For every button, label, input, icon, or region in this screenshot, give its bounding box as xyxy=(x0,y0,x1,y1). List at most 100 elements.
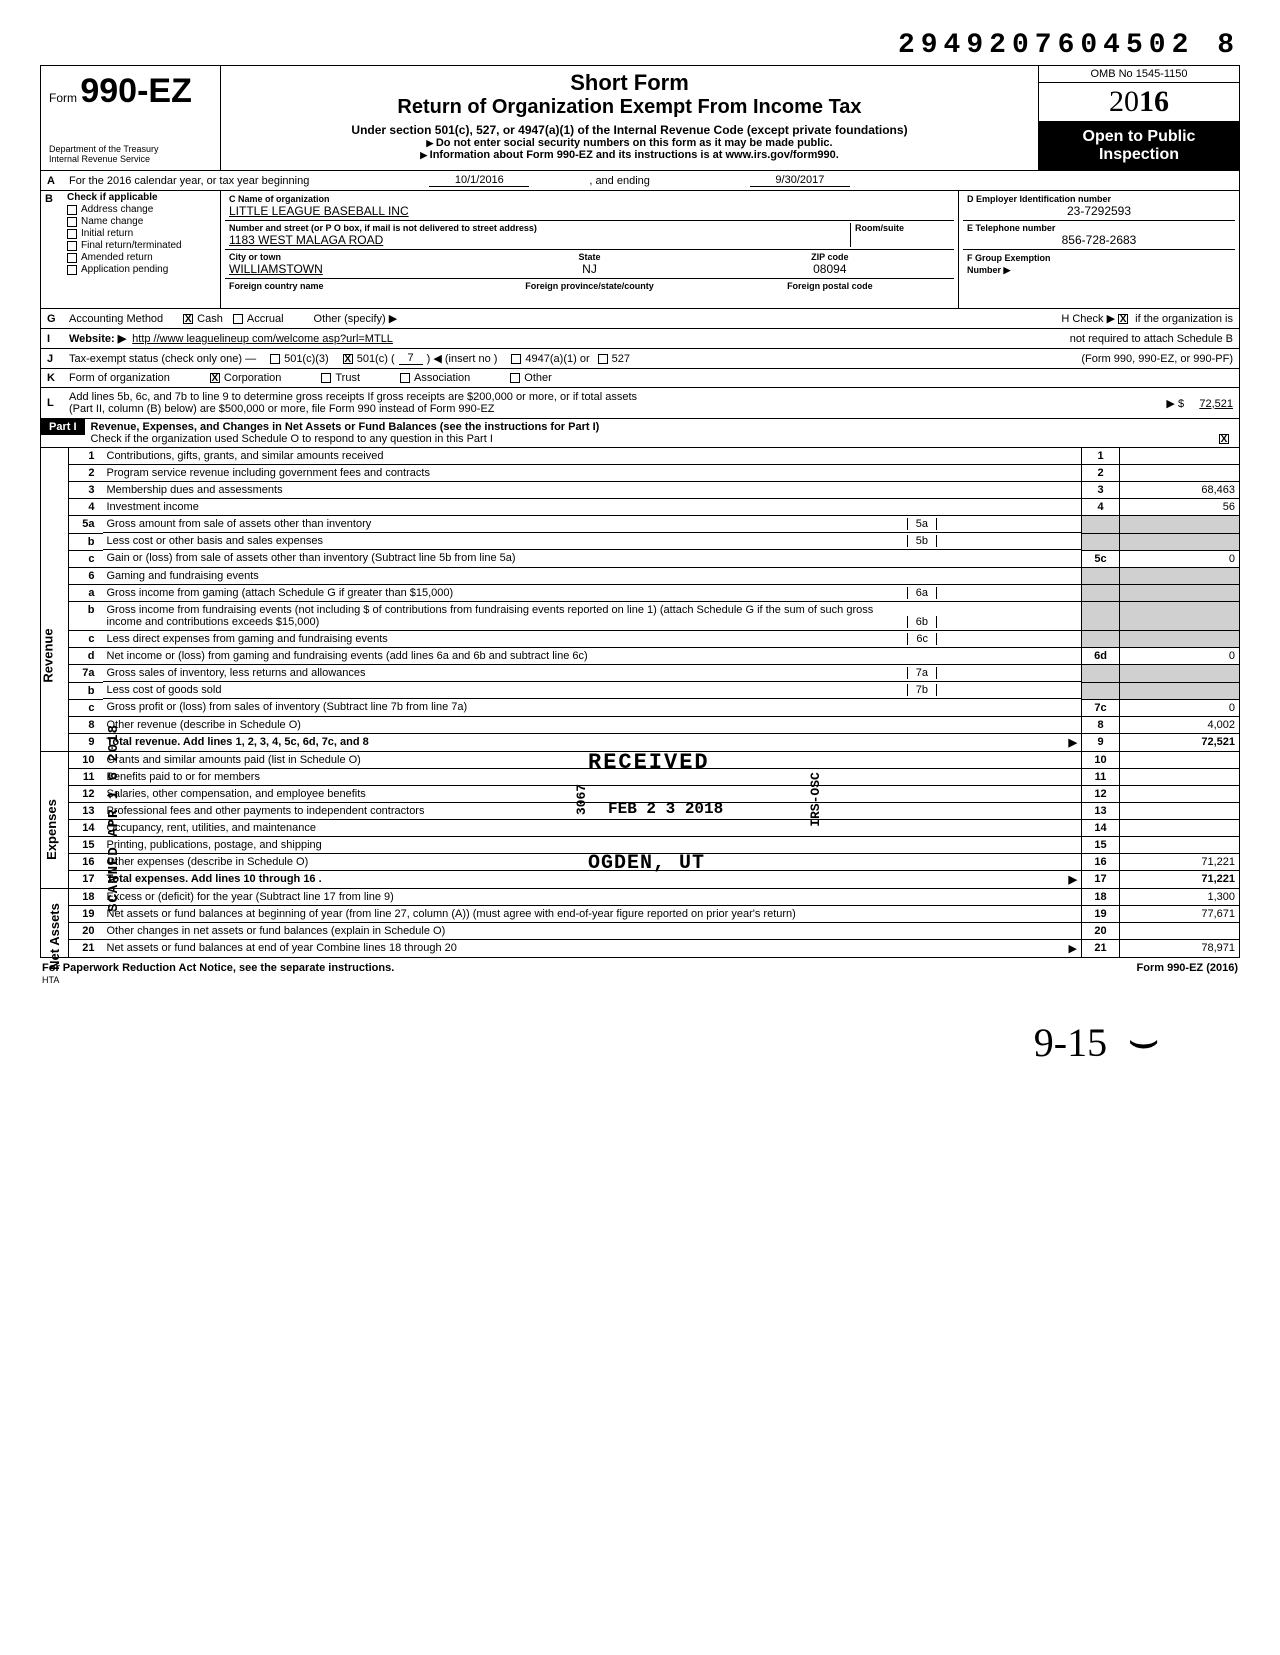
corp-checkbox[interactable] xyxy=(210,373,220,383)
website-label: Website: ▶ xyxy=(69,332,126,345)
line-7c-amt: 0 xyxy=(1120,699,1240,716)
website-url: http //www leaguelineup com/welcome asp?… xyxy=(132,333,393,345)
cash-checkbox[interactable] xyxy=(183,314,193,324)
line-11-desc: Benefits paid to or for members xyxy=(103,768,1082,785)
line-3-desc: Membership dues and assessments xyxy=(103,482,1082,499)
form-org-label: Form of organization xyxy=(69,372,170,384)
subtitle-2: Do not enter social security numbers on … xyxy=(231,137,1028,149)
line-16-desc: Other expenses (describe in Schedule O) xyxy=(103,853,1082,870)
header-right: OMB No 1545-1150 2016 Open to Public Ins… xyxy=(1039,66,1239,170)
line-12-desc: Salaries, other compensation, and employ… xyxy=(103,785,1082,802)
line-17-desc: Total expenses. Add lines 10 through 16 … xyxy=(107,873,322,885)
city-label: City or town xyxy=(229,252,469,262)
line-2-amt xyxy=(1120,465,1240,482)
501c-checkbox[interactable] xyxy=(343,354,353,364)
hta-label: HTA xyxy=(42,975,59,985)
fcountry-label: Foreign country name xyxy=(229,281,469,291)
part1-desc: Revenue, Expenses, and Changes in Net As… xyxy=(91,421,600,433)
line-2-desc: Program service revenue including govern… xyxy=(103,465,1082,482)
other-org-checkbox[interactable] xyxy=(510,373,520,383)
line-6b-desc: Gross income from fundraising events (no… xyxy=(107,604,907,628)
other-org-label: Other xyxy=(524,372,552,384)
ein-label: D Employer Identification number xyxy=(967,194,1231,204)
org-name: LITTLE LEAGUE BASEBALL INC xyxy=(229,204,950,218)
501c3-checkbox[interactable] xyxy=(270,354,280,364)
ending-label: , and ending xyxy=(589,175,650,187)
open-to-public: Open to Public Inspection xyxy=(1039,122,1239,170)
h-text: if the organization is xyxy=(1135,313,1233,325)
gross-receipts-text: Add lines 5b, 6c, and 7b to line 9 to de… xyxy=(69,391,637,403)
check-address[interactable]: Address change xyxy=(67,204,216,215)
part1-header: Part I Revenue, Expenses, and Changes in… xyxy=(40,419,1240,448)
check-initial[interactable]: Initial return xyxy=(67,228,216,239)
line-5a-desc: Gross amount from sale of assets other t… xyxy=(107,518,907,530)
street: 1183 WEST MALAGA ROAD xyxy=(229,233,850,247)
h-block: H Check ▶ if the organization is xyxy=(1061,312,1233,325)
line-5b-desc: Less cost or other basis and sales expen… xyxy=(107,535,907,547)
line-16-amt: 71,221 xyxy=(1120,853,1240,870)
line-6-desc: Gaming and fundraising events xyxy=(103,567,1082,584)
accrual-label: Accrual xyxy=(247,313,284,325)
form-version: Form 990-EZ (2016) xyxy=(1137,962,1238,986)
side-revenue: Revenue xyxy=(40,448,68,752)
check-final[interactable]: Final return/terminated xyxy=(67,240,216,251)
accrual-checkbox[interactable] xyxy=(233,314,243,324)
check-pending[interactable]: Application pending xyxy=(67,264,216,275)
label-g: G xyxy=(47,313,69,325)
expenses-table: 10Grants and similar amounts paid (list … xyxy=(68,752,1240,889)
schedule-b-checkbox[interactable] xyxy=(1118,314,1128,324)
insert-no-label: ) ◀ (insert no ) xyxy=(427,352,498,365)
line-19-amt: 77,671 xyxy=(1120,905,1240,922)
short-form-title: Short Form xyxy=(231,70,1028,96)
period-begin: 10/1/2016 xyxy=(429,174,529,187)
check-name[interactable]: Name change xyxy=(67,216,216,227)
line-6c-desc: Less direct expenses from gaming and fun… xyxy=(107,633,908,645)
line-6d-desc: Net income or (loss) from gaming and fun… xyxy=(103,648,1082,665)
line-8-desc: Other revenue (describe in Schedule O) xyxy=(103,716,1082,733)
label-l: L xyxy=(47,397,69,409)
ein: 23-7292593 xyxy=(967,204,1231,218)
line-8-amt: 4,002 xyxy=(1120,716,1240,733)
527-checkbox[interactable] xyxy=(598,354,608,364)
4947-checkbox[interactable] xyxy=(511,354,521,364)
part1-title: Part I xyxy=(41,419,85,435)
row-l: L Add lines 5b, 6c, and 7b to line 9 to … xyxy=(40,388,1240,419)
state-label: State xyxy=(469,252,709,262)
assoc-checkbox[interactable] xyxy=(400,373,410,383)
subtitle-3: Information about Form 990-EZ and its in… xyxy=(231,149,1028,161)
line-18-desc: Excess or (deficit) for the year (Subtra… xyxy=(103,889,1082,906)
other-method: Other (specify) ▶ xyxy=(314,312,398,325)
h-continued: not required to attach Schedule B xyxy=(1070,333,1233,345)
city: WILLIAMSTOWN xyxy=(229,262,469,276)
revenue-table: 1Contributions, gifts, grants, and simil… xyxy=(68,448,1240,752)
line-5c-desc: Gain or (loss) from sale of assets other… xyxy=(103,550,1082,567)
row-i: I Website: ▶ http //www leaguelineup com… xyxy=(40,329,1240,349)
tax-status-label: Tax-exempt status (check only one) — xyxy=(69,353,256,365)
group-ex-label: F Group Exemption xyxy=(967,253,1051,263)
line-7a-desc: Gross sales of inventory, less returns a… xyxy=(107,667,907,679)
period-end: 9/30/2017 xyxy=(750,174,850,187)
org-name-label: C Name of organization xyxy=(229,194,950,204)
trust-checkbox[interactable] xyxy=(321,373,331,383)
netassets-block: Net Assets 18Excess or (deficit) for the… xyxy=(40,889,1240,958)
line-3-amt: 68,463 xyxy=(1120,482,1240,499)
form-number: 990-EZ xyxy=(80,72,192,110)
line-11-amt xyxy=(1120,768,1240,785)
dln-number: 2949207604502 8 xyxy=(898,30,1240,61)
check-amended[interactable]: Amended return xyxy=(67,252,216,263)
part1-schedule-o-checkbox[interactable] xyxy=(1219,434,1229,444)
row-a-period: A For the 2016 calendar year, or tax yea… xyxy=(40,171,1240,191)
label-a: A xyxy=(47,175,69,187)
phone: 856-728-2683 xyxy=(967,233,1231,247)
title-box: Short Form Return of Organization Exempt… xyxy=(221,66,1039,170)
subtitle-1: Under section 501(c), 527, or 4947(a)(1)… xyxy=(231,123,1028,137)
right-info: D Employer Identification number23-72925… xyxy=(959,191,1239,308)
trust-label: Trust xyxy=(335,372,360,384)
part1-check-text: Check if the organization used Schedule … xyxy=(91,433,493,445)
row-g-h: G Accounting Method Cash Accrual Other (… xyxy=(40,309,1240,329)
501c-number: 7 xyxy=(399,352,423,365)
label-i: I xyxy=(47,333,69,345)
state: NJ xyxy=(469,262,709,276)
zip-label: ZIP code xyxy=(710,252,950,262)
gross-receipts-text2: (Part II, column (B) below) are $500,000… xyxy=(69,403,495,415)
